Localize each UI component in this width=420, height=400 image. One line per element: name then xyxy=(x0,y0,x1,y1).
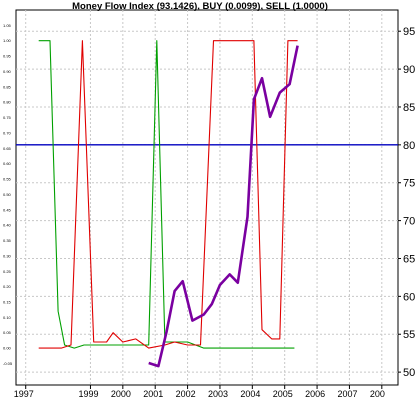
y-tick-label-left: 0.75 xyxy=(3,115,12,120)
y-tick-label-left: 0.40 xyxy=(3,223,12,228)
y-tick-label-right: 60 xyxy=(403,291,415,303)
plot-frame xyxy=(15,9,399,386)
chart-title: Money Flow Index (93.1426), BUY (0.0099)… xyxy=(72,1,328,12)
y-tick-label-right: 85 xyxy=(403,102,415,114)
y-tick-label-right: 90 xyxy=(403,64,415,76)
x-tick-label: 2002 xyxy=(176,389,196,399)
y-tick-label-right: 75 xyxy=(403,178,415,190)
y-tick-label-left: 1.05 xyxy=(3,23,12,28)
x-tick-label: 1999 xyxy=(78,389,98,399)
y-tick-label-left: -0.05 xyxy=(3,361,13,366)
y-tick-label-left: 0.25 xyxy=(3,269,12,274)
y-tick-label-left: 0.60 xyxy=(3,161,12,166)
x-tick-label: 2005 xyxy=(273,389,293,399)
y-tick-label-left: 0.80 xyxy=(3,100,12,105)
y-tick-label-left: 0.30 xyxy=(3,253,12,258)
y-tick-label-left: 0.05 xyxy=(3,330,12,335)
y-tick-label-left: 0.15 xyxy=(3,300,12,305)
x-tick-label: 1997 xyxy=(14,389,34,399)
y-tick-label-left: 0.70 xyxy=(3,130,12,135)
y-tick-label-right: 50 xyxy=(403,367,415,379)
x-tick-label: 2003 xyxy=(208,389,228,399)
y-tick-label-left: 0.65 xyxy=(3,146,12,151)
x-tick-label: 2004 xyxy=(240,389,260,399)
y-tick-label-right: 80 xyxy=(403,140,415,152)
y-tick-label-left: 0.00 xyxy=(3,346,12,351)
x-tick-label: 2000 xyxy=(111,389,131,399)
purple-series-line xyxy=(148,45,299,368)
y-tick-label-left: 0.35 xyxy=(3,238,12,243)
y-tick-label-right: 55 xyxy=(403,329,415,341)
x-tick-label: 2006 xyxy=(305,389,325,399)
y-tick-label-left: 0.85 xyxy=(3,84,12,89)
y-tick-label-left: 0.50 xyxy=(3,192,12,197)
y-tick-label-left: 0.45 xyxy=(3,207,12,212)
y-tick-label-left: 0.10 xyxy=(3,315,12,320)
y-tick-label-right: 70 xyxy=(403,216,415,228)
y-tick-label-right: 95 xyxy=(403,26,415,38)
y-tick-label-left: 0.95 xyxy=(3,54,12,59)
x-tick-label: 2007 xyxy=(337,389,357,399)
y-tick-label-left: 0.20 xyxy=(3,284,12,289)
y-tick-label-left: 0.90 xyxy=(3,69,12,74)
x-tick-label: 200 xyxy=(370,389,385,399)
red-series-line xyxy=(38,40,298,349)
x-tick-label: 2001 xyxy=(143,389,163,399)
y-tick-label-right: 65 xyxy=(403,253,415,265)
y-tick-label-left: 0.55 xyxy=(3,177,12,182)
y-tick-label-left: 1.00 xyxy=(3,38,12,43)
